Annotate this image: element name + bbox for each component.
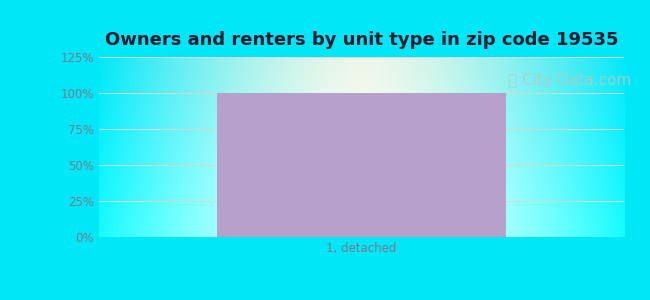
Text: ⓘ City-Data.com: ⓘ City-Data.com xyxy=(508,73,632,88)
Bar xyxy=(217,93,506,237)
Title: Owners and renters by unit type in zip code 19535: Owners and renters by unit type in zip c… xyxy=(105,32,618,50)
